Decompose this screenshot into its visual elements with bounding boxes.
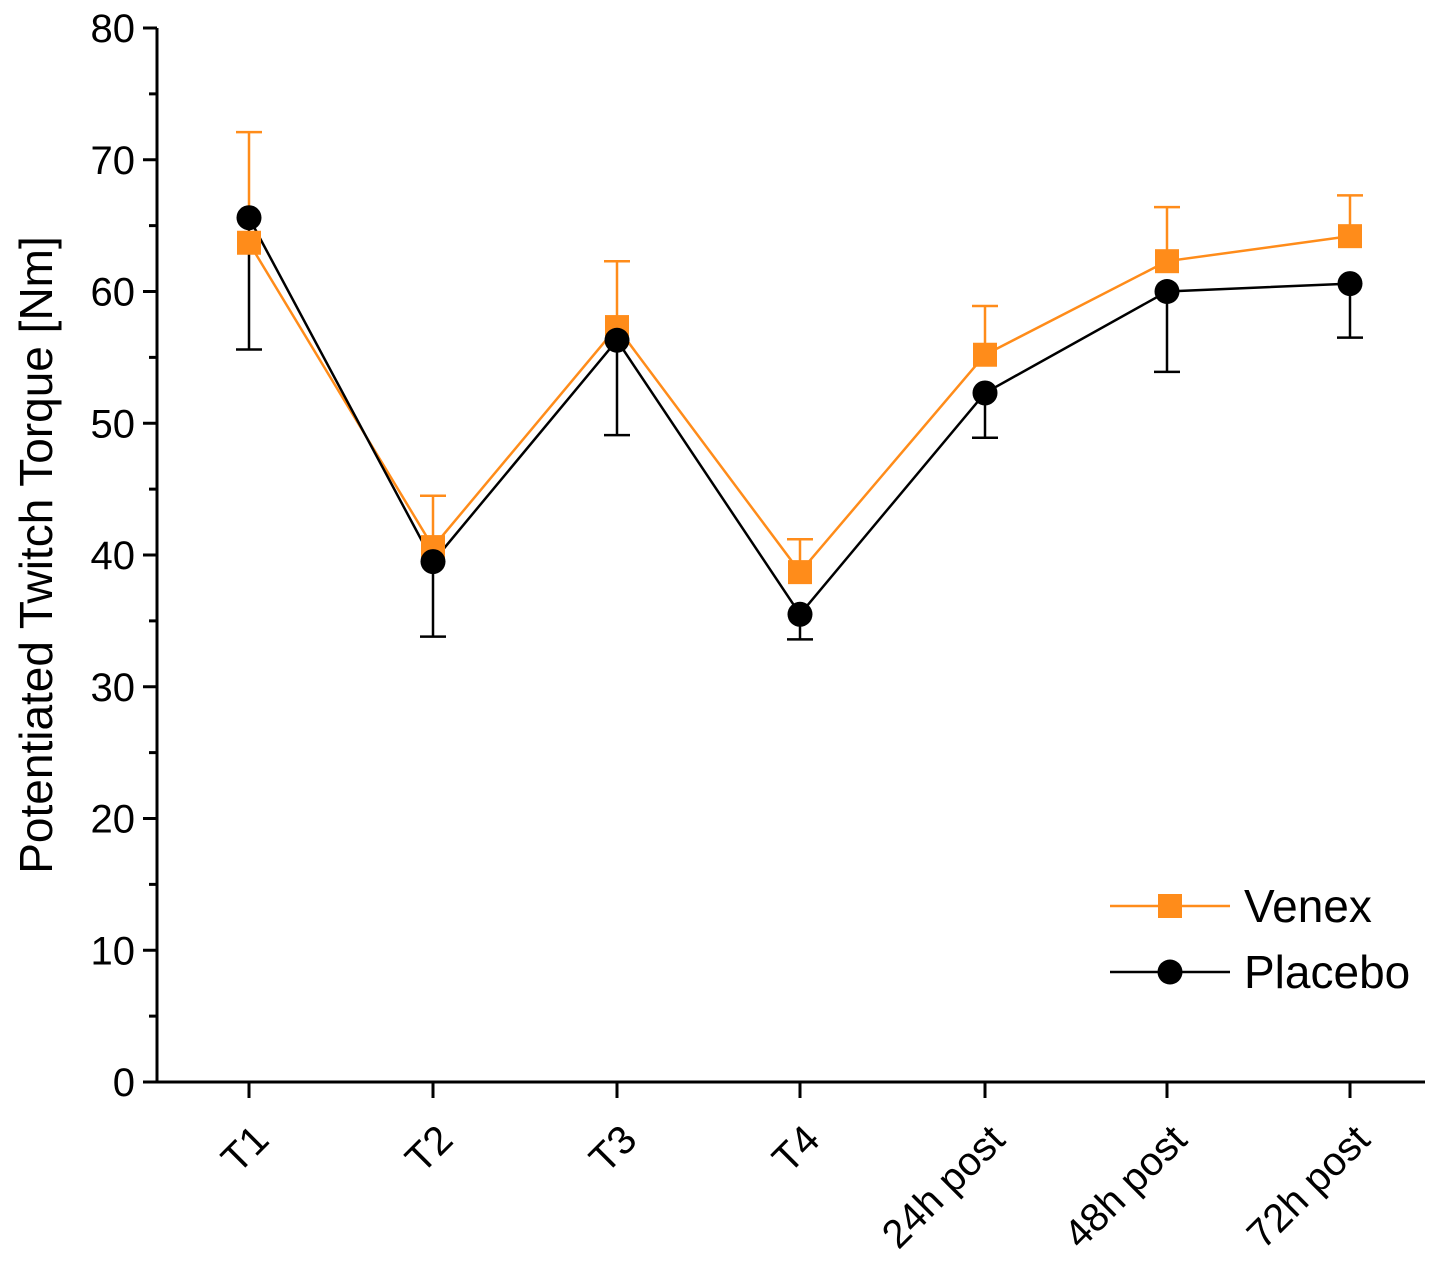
series-placebo-markers <box>236 205 1363 627</box>
y-tick-label: 60 <box>91 271 136 315</box>
x-tick-label: T2 <box>397 1117 461 1181</box>
legend-label: Placebo <box>1244 946 1410 998</box>
data-point-circle <box>420 549 446 575</box>
x-tick-label: 24h post <box>874 1117 1014 1257</box>
series-venex-errorbars <box>236 130 1363 573</box>
data-point-circle <box>972 380 998 406</box>
data-point-square <box>1155 249 1179 274</box>
series-layer <box>236 130 1363 641</box>
axes: 0 10 20 30 40 50 60 70 80 T1 T2 T3 T4 24h post 48h pos… <box>91 7 1425 1257</box>
y-tick-label: 50 <box>91 402 136 446</box>
data-point-circle <box>1337 271 1363 297</box>
legend-marker-circle <box>1157 959 1183 985</box>
x-tick-label: 48h post <box>1056 1117 1196 1257</box>
data-point-circle <box>1154 279 1180 304</box>
data-point-square <box>973 342 997 367</box>
legend-item-venex: Venex <box>1110 880 1372 932</box>
legend-label: Venex <box>1244 880 1372 932</box>
y-tick-label: 80 <box>91 7 136 51</box>
data-point-circle <box>236 205 262 231</box>
data-point-circle <box>604 327 630 353</box>
y-tick-label: 0 <box>113 1061 135 1105</box>
series-venex-markers <box>237 224 1362 585</box>
x-tick-label: T3 <box>581 1117 645 1181</box>
legend-item-placebo: Placebo <box>1110 946 1410 998</box>
legend-marker-square <box>1158 894 1182 918</box>
y-tick-label: 30 <box>91 666 136 710</box>
data-point-square <box>1338 224 1362 249</box>
y-tick-label: 40 <box>91 534 136 578</box>
data-point-square <box>788 560 812 585</box>
y-tick-label: 20 <box>91 798 136 842</box>
x-tick-label: 72h post <box>1239 1117 1379 1257</box>
data-point-circle <box>787 601 813 627</box>
x-tick-label: T1 <box>213 1117 277 1181</box>
y-tick-label: 10 <box>91 929 136 973</box>
y-axis-title: Potentiated Twitch Torque [Nm] <box>10 236 62 874</box>
series-venex-line <box>247 234 1351 575</box>
legend: Venex Placebo <box>1110 880 1410 998</box>
data-point-square <box>237 230 261 255</box>
x-tick-label: T4 <box>764 1117 828 1181</box>
y-tick-label: 70 <box>91 139 136 183</box>
